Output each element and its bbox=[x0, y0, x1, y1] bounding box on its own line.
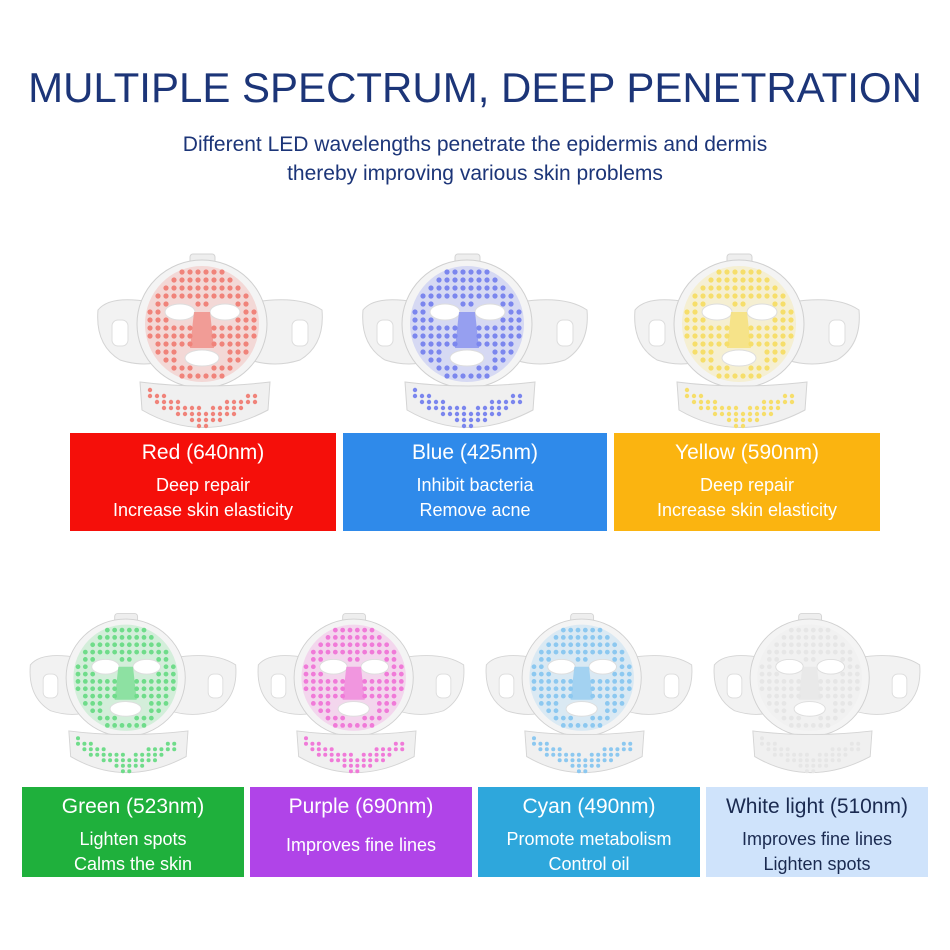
benefit-line: Increase skin elasticity bbox=[656, 500, 838, 520]
led-mask-image bbox=[97, 253, 323, 429]
light-info-box: White light (510nm) Improves fine lines Li… bbox=[706, 787, 928, 877]
mask-5 bbox=[479, 608, 699, 786]
light-name: Green (523nm) bbox=[61, 795, 205, 818]
light-info-box: Red (640nm) Deep repair Increase skin elas… bbox=[70, 433, 336, 531]
mask-6 bbox=[707, 608, 927, 786]
benefit-line: Calms the skin bbox=[73, 854, 193, 874]
light-info-box: Blue (425nm) Inhibit bacteria Remove acne bbox=[343, 433, 607, 531]
light-benefits: Improves fine lines bbox=[250, 833, 472, 858]
mask-4 bbox=[251, 608, 471, 786]
light-benefits: Deep repair Increase skin elasticity bbox=[70, 473, 336, 523]
mask-0 bbox=[90, 250, 330, 440]
mask-1 bbox=[355, 250, 595, 440]
light-benefits: Inhibit bacteria Remove acne bbox=[343, 473, 607, 523]
page-title: MULTIPLE SPECTRUM, DEEP PENETRATION bbox=[28, 64, 922, 111]
light-name: Purple (690nm) bbox=[288, 795, 434, 818]
benefit-line: Increase skin elasticity bbox=[112, 500, 294, 520]
mask-2 bbox=[627, 250, 867, 440]
subtitle-line-1: Different LED wavelengths penetrate the … bbox=[182, 133, 768, 156]
benefit-line: Deep repair bbox=[699, 475, 795, 495]
light-info-box: Yellow (590nm) Deep repair Increase skin e… bbox=[614, 433, 880, 531]
light-name: Cyan (490nm) bbox=[522, 795, 656, 818]
light-info-box: Purple (690nm) Improves fine lines bbox=[250, 787, 472, 877]
subtitle: Different LED wavelengths penetrate the … bbox=[0, 130, 950, 188]
led-dots bbox=[759, 627, 861, 774]
light-benefits: Improves fine lines Lighten spots bbox=[706, 827, 928, 877]
benefit-line: Lighten spots bbox=[79, 829, 187, 849]
light-name: White light (510nm) bbox=[725, 795, 909, 818]
benefit-line: Improves fine lines bbox=[741, 829, 893, 849]
light-name: Red (640nm) bbox=[141, 441, 265, 464]
benefit-line: Improves fine lines bbox=[285, 835, 437, 855]
benefit-line: Remove acne bbox=[419, 500, 531, 520]
led-dots bbox=[303, 627, 405, 774]
led-dots bbox=[147, 269, 258, 429]
light-info-box: Cyan (490nm) Promote metabolism Control oi… bbox=[478, 787, 700, 877]
light-benefits: Deep repair Increase skin elasticity bbox=[614, 473, 880, 523]
benefit-line: Lighten spots bbox=[763, 854, 871, 874]
led-mask-image bbox=[362, 253, 588, 429]
led-dots bbox=[684, 269, 795, 429]
light-benefits: Promote metabolism Control oil bbox=[478, 827, 700, 877]
led-mask-image bbox=[257, 613, 465, 774]
led-dots bbox=[531, 627, 633, 774]
led-mask-image bbox=[634, 253, 860, 429]
light-name: Blue (425nm) bbox=[411, 441, 539, 464]
mask-3 bbox=[23, 608, 243, 786]
benefit-line: Control oil bbox=[548, 854, 630, 874]
led-mask-image bbox=[29, 613, 237, 774]
benefit-line: Deep repair bbox=[155, 475, 251, 495]
subtitle-line-2: thereby improving various skin problems bbox=[287, 162, 663, 185]
benefit-line: Inhibit bacteria bbox=[416, 475, 534, 495]
light-info-box: Green (523nm) Lighten spots Calms the skin bbox=[22, 787, 244, 877]
led-mask-image bbox=[713, 613, 921, 774]
benefit-line: Promote metabolism bbox=[506, 829, 672, 849]
light-name: Yellow (590nm) bbox=[675, 441, 819, 464]
led-mask-image bbox=[485, 613, 693, 774]
light-benefits: Lighten spots Calms the skin bbox=[22, 827, 244, 877]
led-dots bbox=[75, 627, 177, 774]
